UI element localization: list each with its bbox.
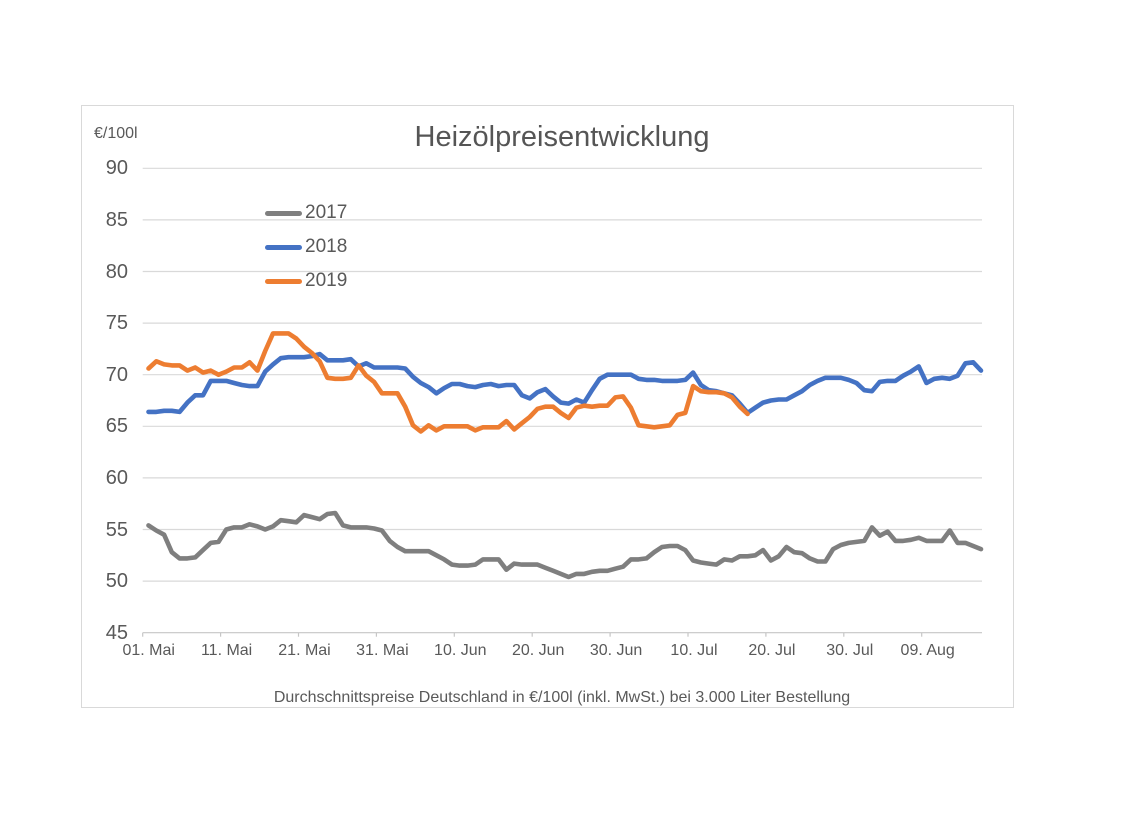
legend-label-2019: 2019	[305, 270, 348, 291]
legend-label-2017: 2017	[305, 202, 348, 223]
y-tick-label: 85	[105, 208, 128, 231]
y-tick-label: 80	[105, 260, 128, 283]
series-line-2017	[146, 510, 984, 580]
x-tick-label: 11. Mai	[200, 642, 253, 659]
y-axis-unit-label: €/100l	[94, 125, 138, 142]
y-tick-label: 75	[105, 312, 128, 335]
y-tick-label: 60	[105, 466, 128, 489]
series-line-2018	[146, 351, 984, 416]
y-tick-label: 55	[105, 518, 128, 541]
y-tick-label: 50	[105, 570, 128, 593]
series-line-2019	[146, 331, 750, 434]
x-tick-label: 10. Jun	[434, 642, 487, 659]
y-tick-label: 45	[105, 621, 128, 644]
legend-swatch-2019	[265, 278, 302, 284]
legend-item-2019: 2019	[265, 264, 347, 298]
legend-swatch-2018	[265, 244, 302, 250]
legend-swatch-2017	[265, 210, 302, 216]
x-tick-label: 31. Mai	[356, 642, 409, 659]
y-tick-label: 90	[105, 157, 128, 180]
legend-label-2018: 2018	[305, 236, 348, 257]
legend-item-2017: 2017	[265, 196, 347, 230]
legend: 2017 2018 2019	[265, 196, 347, 298]
x-tick-label: 30. Jul	[826, 642, 874, 659]
x-tick-label: 10. Jul	[670, 642, 718, 659]
chart-card: €/100l Heizölpreisentwicklung 90 85 80 75 70…	[81, 105, 1014, 708]
chart-caption: Durchschnittspreise Deutschland in €/100…	[273, 689, 851, 706]
x-tick-label: 09. Aug	[900, 642, 955, 659]
x-tick-label: 20. Jun	[511, 642, 565, 659]
x-tick-label: 20. Jul	[748, 642, 796, 659]
chart-title: Heizölpreisentwicklung	[414, 121, 710, 153]
chart-plot-area	[142, 167, 984, 637]
y-tick-label: 70	[105, 363, 128, 386]
x-tick-label: 30. Jun	[589, 642, 643, 659]
y-tick-label: 65	[105, 415, 128, 438]
legend-item-2018: 2018	[265, 230, 347, 264]
x-tick-label: 21. Mai	[278, 642, 331, 659]
x-tick-label: 01. Mai	[122, 642, 175, 659]
